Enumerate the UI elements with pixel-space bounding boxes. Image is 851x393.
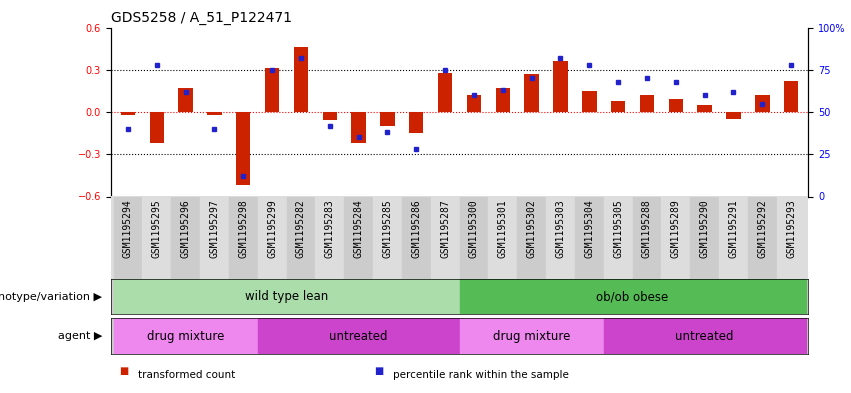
Bar [323,112,337,120]
Bar [575,196,603,279]
Text: GSM1195297: GSM1195297 [209,199,220,258]
Bar [603,318,806,354]
Bar [611,101,625,112]
Bar [488,196,517,279]
Bar [603,196,632,279]
Text: GSM1195304: GSM1195304 [585,199,594,258]
Text: drug mixture: drug mixture [147,329,225,343]
Text: GSM1195295: GSM1195295 [151,199,162,258]
Text: GSM1195289: GSM1195289 [671,199,681,258]
Text: GSM1195288: GSM1195288 [642,199,652,258]
Bar [113,196,142,279]
Text: GSM1195282: GSM1195282 [296,199,306,258]
Bar [698,105,711,112]
Bar [777,196,806,279]
Bar [229,196,258,279]
Text: GSM1195301: GSM1195301 [498,199,508,258]
Bar [409,112,424,133]
Bar [113,279,460,314]
Text: untreated: untreated [329,329,388,343]
Bar [466,95,481,112]
Bar [690,196,719,279]
Text: drug mixture: drug mixture [493,329,570,343]
Bar [553,61,568,112]
Text: agent ▶: agent ▶ [58,331,102,341]
Bar [719,196,748,279]
Bar [640,95,654,112]
Text: GSM1195291: GSM1195291 [728,199,739,258]
Text: GSM1195303: GSM1195303 [556,199,565,258]
Bar [373,196,402,279]
Bar [402,196,431,279]
Bar [121,112,135,115]
Bar [265,68,279,112]
Bar [517,196,546,279]
Bar [150,112,164,143]
Text: wild type lean: wild type lean [245,290,328,303]
Text: GSM1195305: GSM1195305 [613,199,623,258]
Bar [236,112,250,185]
Bar [258,318,460,354]
Bar [669,99,683,112]
Bar [460,318,603,354]
Text: GSM1195293: GSM1195293 [786,199,797,258]
Bar [748,196,777,279]
Bar [726,112,740,119]
Bar [784,81,798,112]
Bar [546,196,575,279]
Bar [632,196,661,279]
Text: GSM1195296: GSM1195296 [180,199,191,258]
Bar [380,112,395,126]
Bar [460,279,806,314]
Bar [495,88,510,112]
Bar [142,196,171,279]
Text: GSM1195284: GSM1195284 [354,199,363,258]
Text: transformed count: transformed count [138,370,235,380]
Text: GSM1195292: GSM1195292 [757,199,768,258]
Text: GSM1195299: GSM1195299 [267,199,277,258]
Text: GSM1195286: GSM1195286 [411,199,421,258]
Bar [287,196,316,279]
Text: GDS5258 / A_51_P122471: GDS5258 / A_51_P122471 [111,11,292,25]
Text: GSM1195287: GSM1195287 [440,199,450,258]
Bar [524,74,539,112]
Text: ■: ■ [374,366,384,376]
Text: GSM1195294: GSM1195294 [123,199,133,258]
Bar [344,196,373,279]
Bar [316,196,344,279]
Text: GSM1195283: GSM1195283 [325,199,334,258]
Bar [294,47,308,112]
Text: GSM1195302: GSM1195302 [527,199,537,258]
Bar [351,112,366,143]
Text: untreated: untreated [676,329,734,343]
Bar [431,196,460,279]
Text: GSM1195300: GSM1195300 [469,199,479,258]
Bar [755,95,769,112]
Text: GSM1195285: GSM1195285 [382,199,392,258]
Bar [438,73,453,112]
Text: GSM1195298: GSM1195298 [238,199,248,258]
Text: genotype/variation ▶: genotype/variation ▶ [0,292,102,302]
Bar [661,196,690,279]
Text: ■: ■ [119,366,129,376]
Bar [208,112,221,115]
Bar [171,196,200,279]
Bar [460,196,488,279]
Text: ob/ob obese: ob/ob obese [597,290,669,303]
Bar [113,318,258,354]
Bar [258,196,287,279]
Bar [582,91,597,112]
Bar [179,88,193,112]
Bar [200,196,229,279]
Text: percentile rank within the sample: percentile rank within the sample [393,370,569,380]
Text: GSM1195290: GSM1195290 [700,199,710,258]
